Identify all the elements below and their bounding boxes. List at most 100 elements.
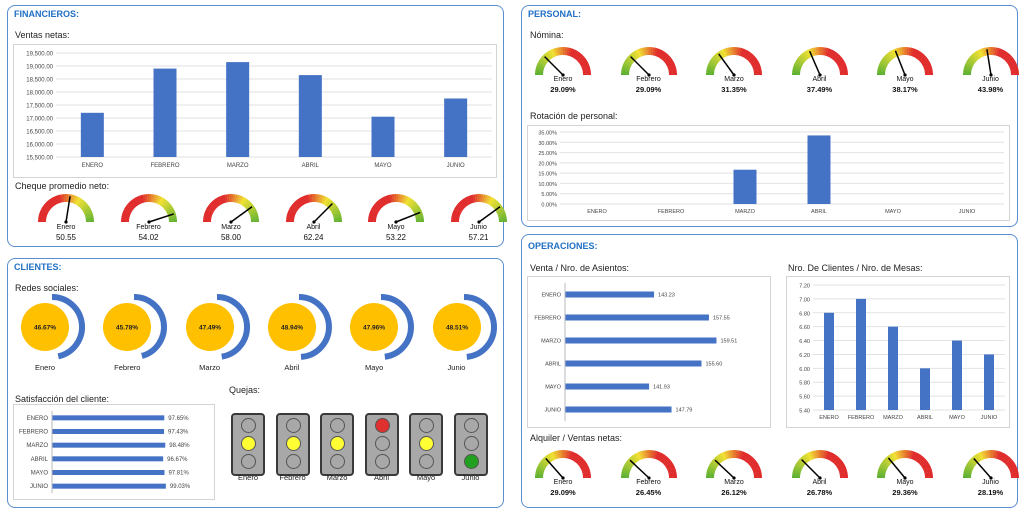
gauge-arc xyxy=(405,197,411,206)
y-tick-label: 16,000.00 xyxy=(26,143,53,149)
bar-marzo xyxy=(888,326,898,410)
gauge-arc xyxy=(83,209,92,215)
gauge-arc xyxy=(837,467,847,472)
gauge-value: 53.22 xyxy=(385,233,407,242)
gauge-arc xyxy=(832,456,840,464)
gauge-enero: Enero 50.55 xyxy=(30,190,102,250)
gauge-arc xyxy=(1000,51,1008,59)
x-tick-label: JUNIO xyxy=(981,415,998,421)
gauge-arc xyxy=(827,49,833,58)
gauge-arc xyxy=(831,455,838,463)
gauge-arc xyxy=(38,213,48,218)
gauge-arc xyxy=(569,451,574,460)
gauge-junio: Junio 43.98% xyxy=(955,43,1024,103)
gauge-marzo: Marzo 31.35% xyxy=(698,43,770,103)
gauge-dial xyxy=(705,449,762,480)
y-tick-label: ABRIL xyxy=(31,457,49,463)
y-tick-label: 6.80 xyxy=(799,311,810,317)
gauge-arc xyxy=(825,451,831,460)
gauge-arc xyxy=(554,47,559,56)
gauge-arc xyxy=(894,451,899,460)
bar-mayo xyxy=(371,116,395,157)
gauge-arc xyxy=(57,194,62,203)
gauge-value: 57.21 xyxy=(468,233,489,242)
y-tick-label: 6.20 xyxy=(799,353,810,359)
gauge-arc xyxy=(581,64,590,69)
bar-enero xyxy=(565,291,655,298)
traffic-lamp xyxy=(285,418,301,433)
gauge-needle xyxy=(148,213,174,223)
gauge-arc xyxy=(995,450,1000,460)
data-label: 99.03% xyxy=(170,484,191,490)
gauge-needle xyxy=(972,458,992,479)
gauge-arc xyxy=(974,454,981,462)
gauge-arc xyxy=(920,56,928,64)
gauge-needle xyxy=(800,459,821,479)
rotacion-title: Rotación de personal: xyxy=(530,111,618,121)
gauge-arc xyxy=(639,47,644,56)
gauge-arc xyxy=(1005,56,1014,64)
gauge-needle xyxy=(478,206,500,223)
gauge-arc xyxy=(977,49,983,58)
x-tick-label: ENERO xyxy=(587,209,607,215)
gauge-needle xyxy=(545,458,564,479)
gauge-arc xyxy=(1002,455,1009,463)
ring-value: 46.67% xyxy=(34,325,56,332)
gauge-dial xyxy=(705,46,762,77)
gauge-arc xyxy=(666,62,675,68)
gauge-arc xyxy=(208,203,216,211)
x-tick-label: FEBRERO xyxy=(658,209,685,215)
gauge-arc xyxy=(127,202,135,210)
gauge-arc xyxy=(43,203,51,211)
gauge-arc xyxy=(896,47,901,56)
gauge-arc xyxy=(411,203,419,211)
y-tick-label: ENERO xyxy=(27,416,49,422)
gauge-arc xyxy=(911,48,916,57)
gauge-arc xyxy=(911,451,916,460)
gauge-arc xyxy=(1003,456,1011,464)
gauge-arc xyxy=(738,47,743,57)
gauge-arc xyxy=(719,453,726,461)
gauge-arc xyxy=(835,58,844,65)
y-tick-label: FEBRERO xyxy=(534,316,561,322)
gauge-enero: Enero 29.09% xyxy=(527,446,599,506)
gauge-arc xyxy=(963,64,973,69)
gauge-arc xyxy=(410,202,418,210)
traffic-lamp xyxy=(330,418,345,433)
gauge-dial xyxy=(791,46,848,77)
gauge-arc xyxy=(916,52,924,60)
gauge-arc xyxy=(538,60,547,66)
gauge-arc xyxy=(295,199,302,207)
gauge-month: Febrero xyxy=(136,224,161,231)
gauge-arc xyxy=(661,456,669,464)
gauge-arc xyxy=(803,51,810,59)
gauge-arc xyxy=(128,200,136,208)
gauge-arc xyxy=(573,51,580,59)
data-label: 157.55 xyxy=(713,316,730,322)
gauge-arc xyxy=(963,66,972,71)
gauge-pivot xyxy=(988,476,993,480)
gauge-dial xyxy=(876,46,933,77)
gauge-arc xyxy=(710,58,718,65)
gauge-arc xyxy=(886,52,894,60)
gauge-arc xyxy=(828,453,835,462)
gauge-arc xyxy=(714,456,722,464)
gauge-dial xyxy=(120,193,177,224)
gauge-value: 29.09% xyxy=(635,85,662,94)
gauge-value: 26.45% xyxy=(635,488,662,497)
gauge-pivot xyxy=(561,73,565,77)
traffic-light-month: Febrero xyxy=(279,473,306,482)
bar-febrero xyxy=(153,68,177,157)
gauge-arc xyxy=(661,53,669,61)
gauge-arc xyxy=(579,58,587,65)
gauge-arc xyxy=(371,207,380,213)
gauge-arc xyxy=(656,452,662,461)
gauge-pivot xyxy=(732,73,736,77)
gauge-arc xyxy=(799,53,807,61)
gauge-arc xyxy=(452,209,461,215)
gauge-arc xyxy=(205,209,214,215)
gauge-month: Marzo xyxy=(221,224,241,231)
ring-disc xyxy=(267,303,316,351)
gauge-arc xyxy=(488,198,496,206)
traffic-light-body xyxy=(275,413,310,476)
